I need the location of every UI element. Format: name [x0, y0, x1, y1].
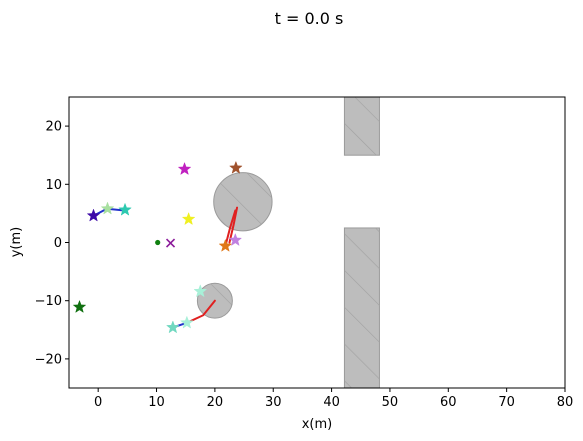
marker-layer — [72, 160, 243, 334]
x-tick-label: 50 — [382, 395, 399, 410]
x-tick-label: 20 — [207, 395, 224, 410]
axes-frame — [68, 96, 566, 389]
y-axis-label: y(m) — [9, 227, 24, 258]
trajectory-line — [185, 299, 216, 324]
star-marker — [180, 315, 194, 329]
trajectory-line — [224, 209, 237, 247]
x-axis-label: x(m) — [302, 417, 333, 432]
star-marker — [166, 320, 180, 334]
wall-hatch — [344, 227, 380, 388]
x-marker — [165, 238, 176, 248]
x-tick-label: 30 — [265, 395, 282, 410]
star-marker — [177, 161, 192, 176]
x-tick-label: 0 — [94, 395, 102, 410]
x-tick-label: 40 — [323, 395, 340, 410]
y-tick-label: 0 — [54, 236, 62, 251]
x-tick-label: 10 — [148, 395, 165, 410]
y-axis-ticks: −20 −10 0 10 20 — [35, 120, 69, 367]
point-marker — [155, 239, 161, 246]
x-tick-label: 70 — [498, 395, 515, 410]
y-tick-label: 10 — [45, 178, 62, 193]
x-tick-label: 80 — [557, 395, 574, 410]
star-marker — [228, 232, 243, 247]
plot-area — [72, 97, 380, 388]
obstacle-layer — [196, 97, 380, 388]
star-marker — [229, 160, 243, 174]
y-tick-label: −20 — [35, 352, 62, 367]
y-tick-label: 20 — [45, 120, 62, 135]
circle-hatch — [213, 172, 273, 231]
x-tick-label: 60 — [440, 395, 457, 410]
star-marker — [193, 284, 208, 298]
x-axis-ticks: 0 10 20 30 40 50 60 70 80 — [94, 388, 573, 410]
trajectory-line — [228, 206, 239, 244]
chart-title: t = 0.0 s — [275, 9, 344, 28]
wall-hatch — [344, 97, 380, 156]
star-marker — [72, 299, 87, 313]
star-marker — [86, 208, 101, 222]
star-marker — [181, 212, 196, 226]
y-tick-label: −10 — [35, 294, 62, 309]
star-marker — [100, 201, 115, 215]
star-marker — [118, 202, 132, 216]
star-marker — [218, 238, 233, 252]
